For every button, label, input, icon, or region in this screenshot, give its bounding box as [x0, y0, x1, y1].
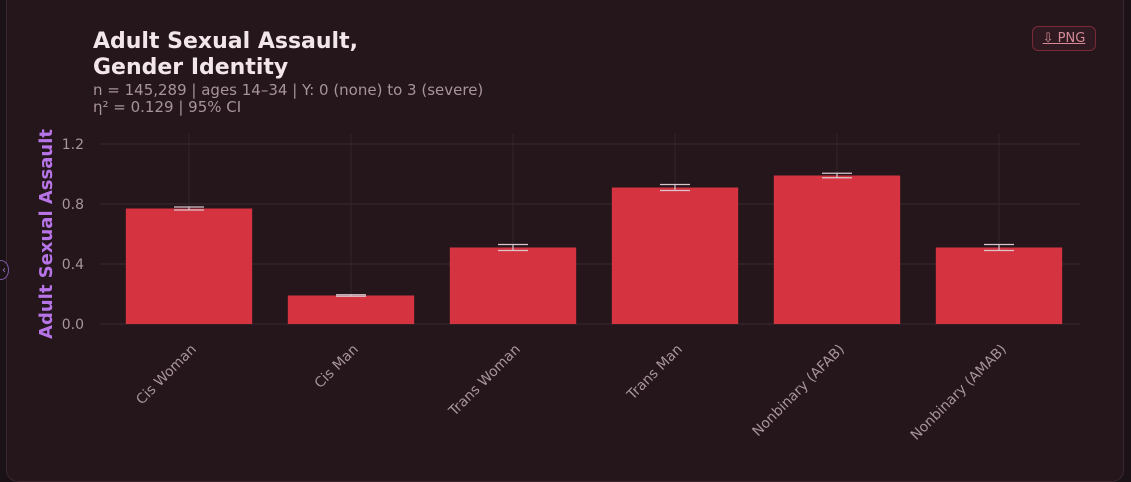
bar-chart: 0.0 0.4 0.8 1.2 Cis Woman Cis Man Trans Woman…	[36, 129, 1080, 444]
y-tick-label: 1.2	[62, 137, 84, 153]
x-tick-label: Trans Woman	[445, 342, 524, 421]
x-tick-label: Cis Woman	[133, 342, 200, 409]
y-tick-label: 0.0	[62, 317, 84, 333]
y-axis-label: Adult Sexual Assault	[36, 129, 57, 339]
y-tick-label: 0.4	[62, 257, 84, 273]
y-tick-label: 0.8	[62, 197, 84, 213]
bar[interactable]	[773, 175, 901, 325]
bar[interactable]	[125, 208, 253, 325]
chart-subtitle: n = 145,289 | ages 14–34 | Y: 0 (none) t…	[93, 81, 484, 116]
chart-title: Adult Sexual Assault, Gender Identity	[93, 29, 358, 80]
bar[interactable]	[611, 187, 739, 325]
download-png-button[interactable]: ⇩ PNG	[1032, 26, 1096, 51]
bar[interactable]	[449, 247, 577, 325]
x-tick-label: Nonbinary (AFAB)	[749, 342, 847, 440]
bar[interactable]	[287, 295, 415, 325]
x-tick-label: Nonbinary (AMAB)	[908, 342, 1010, 444]
bar[interactable]	[935, 247, 1063, 325]
x-tick-label: Cis Man	[312, 342, 362, 392]
x-tick-label: Trans Man	[624, 342, 686, 404]
